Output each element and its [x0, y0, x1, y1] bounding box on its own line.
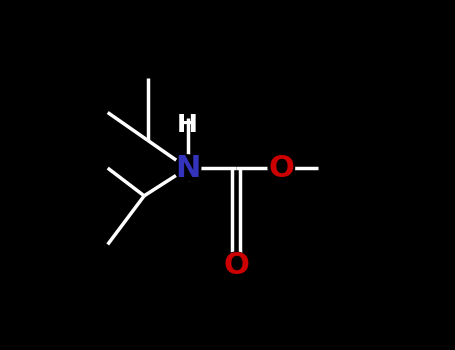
Text: O: O [268, 154, 294, 183]
Circle shape [268, 155, 294, 181]
Circle shape [223, 252, 249, 279]
Text: H: H [177, 113, 198, 136]
Text: O: O [223, 251, 249, 280]
Text: N: N [175, 154, 200, 183]
Circle shape [174, 155, 201, 181]
